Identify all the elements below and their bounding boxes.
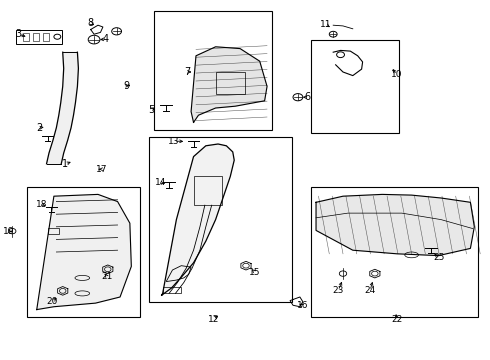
- Bar: [33, 33, 39, 41]
- Text: 2: 2: [36, 123, 42, 133]
- Bar: [311, 40, 399, 133]
- Bar: [216, 72, 245, 94]
- Bar: [48, 228, 59, 234]
- Text: 15: 15: [249, 268, 261, 276]
- Text: 3: 3: [16, 29, 22, 39]
- Polygon shape: [37, 194, 131, 310]
- Text: 11: 11: [320, 20, 332, 29]
- Text: 13: 13: [168, 136, 180, 145]
- Bar: [23, 33, 29, 41]
- Text: 24: 24: [365, 287, 375, 295]
- Text: 19: 19: [2, 227, 14, 236]
- Text: 21: 21: [101, 272, 113, 281]
- Text: 12: 12: [207, 315, 219, 324]
- Text: 6: 6: [305, 92, 311, 102]
- Bar: [154, 11, 272, 130]
- Text: 5: 5: [148, 105, 154, 115]
- Polygon shape: [191, 47, 267, 122]
- Bar: [27, 187, 140, 317]
- Text: 8: 8: [88, 18, 94, 28]
- Bar: [43, 33, 49, 41]
- Text: 25: 25: [433, 253, 444, 262]
- Text: 14: 14: [155, 178, 167, 187]
- Text: 18: 18: [36, 200, 48, 209]
- Bar: [16, 30, 62, 44]
- Text: 23: 23: [332, 287, 344, 295]
- Text: 16: 16: [297, 302, 309, 310]
- Text: 22: 22: [392, 315, 402, 324]
- Text: 7: 7: [184, 67, 190, 77]
- Bar: [163, 287, 181, 293]
- Text: 9: 9: [123, 81, 129, 91]
- Polygon shape: [316, 194, 474, 256]
- Polygon shape: [162, 144, 234, 295]
- Text: 10: 10: [391, 71, 403, 79]
- Text: 1: 1: [62, 159, 68, 169]
- Text: 20: 20: [47, 297, 58, 306]
- Text: 17: 17: [96, 165, 108, 174]
- Bar: [194, 176, 222, 205]
- Bar: [149, 137, 292, 302]
- Bar: [311, 187, 478, 317]
- Polygon shape: [47, 52, 78, 164]
- Text: 4: 4: [102, 34, 108, 44]
